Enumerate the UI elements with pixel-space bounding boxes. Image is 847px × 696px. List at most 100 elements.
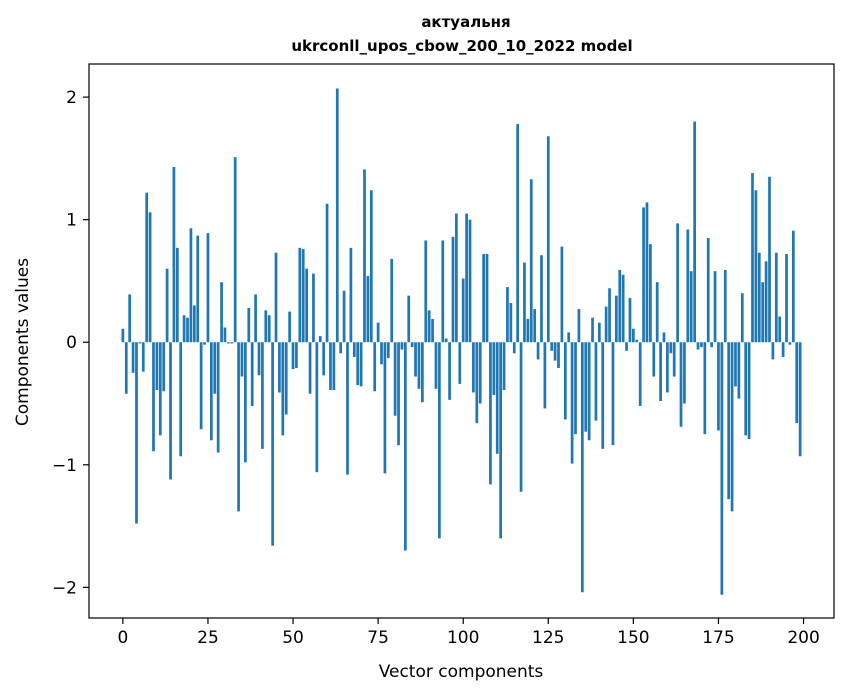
bar-111 (499, 342, 502, 539)
bar-108 (489, 342, 492, 485)
bar-162 (672, 342, 676, 377)
bar-126 (550, 342, 554, 351)
bar-0 (121, 328, 125, 343)
bar-52 (298, 247, 302, 343)
bar-191 (771, 342, 775, 360)
bar-61 (329, 342, 332, 391)
bar-185 (751, 173, 754, 343)
bar-114 (509, 303, 513, 343)
bar-133 (574, 342, 577, 435)
bar-187 (757, 252, 761, 343)
bar-67 (349, 247, 353, 343)
bar-45 (274, 252, 278, 343)
bar-80 (393, 342, 397, 416)
bar-34 (237, 342, 240, 512)
bar-38 (250, 342, 254, 406)
bar-199 (798, 342, 802, 457)
bar-176 (720, 342, 724, 595)
bar-173 (710, 342, 714, 348)
bar-59 (322, 342, 326, 376)
bar-28 (216, 342, 220, 453)
bar-97 (451, 236, 455, 343)
bar-134 (577, 309, 581, 343)
bar-36 (244, 342, 247, 463)
bar-130 (563, 342, 567, 420)
bar-132 (570, 342, 574, 464)
bar-46 (278, 342, 281, 393)
y-tick-label: −2 (52, 578, 77, 598)
bar-147 (621, 274, 625, 343)
bar-154 (645, 202, 649, 343)
bar-184 (747, 342, 751, 440)
bar-64 (339, 342, 343, 354)
x-tick-label: 25 (197, 628, 219, 648)
bar-193 (778, 316, 782, 343)
bar-96 (448, 342, 451, 400)
bar-22 (196, 235, 200, 343)
bar-163 (676, 223, 679, 343)
bar-135 (580, 342, 584, 593)
plot-frame (88, 63, 835, 619)
bar-81 (397, 342, 400, 446)
bar-145 (614, 295, 618, 343)
bar-7 (145, 192, 149, 343)
bar-100 (461, 278, 465, 343)
bar-139 (594, 342, 598, 421)
bar-55 (308, 342, 312, 394)
bar-50 (291, 342, 295, 370)
bar-2 (128, 294, 132, 343)
bar-140 (597, 322, 601, 343)
bar-18 (182, 315, 186, 343)
bar-166 (686, 229, 690, 343)
bar-137 (587, 342, 591, 441)
bar-56 (312, 273, 315, 343)
bar-164 (679, 342, 683, 427)
bar-109 (492, 342, 496, 395)
bar-41 (261, 342, 264, 449)
bar-121 (533, 309, 537, 343)
bar-152 (638, 342, 642, 406)
y-axis-ticks: −2 −1 0 1 2 (52, 88, 89, 598)
bar-40 (257, 342, 261, 376)
bar-183 (744, 342, 748, 436)
chart-title-line2: ukrconll_upos_cbow_200_10_2022 model (291, 37, 632, 55)
bar-69 (356, 342, 360, 386)
bar-165 (683, 342, 686, 404)
bar-129 (560, 246, 564, 343)
bar-27 (213, 342, 217, 394)
bar-120 (529, 179, 533, 343)
x-axis-ticks: 0 25 50 75 100 125 150 175 200 (117, 618, 820, 648)
bar-33 (233, 157, 237, 343)
bar-119 (526, 318, 530, 343)
bar-13 (165, 268, 169, 343)
y-tick-label: 2 (66, 88, 77, 108)
bar-102 (468, 219, 472, 343)
x-tick-label: 125 (532, 628, 564, 648)
bar-79 (390, 258, 394, 343)
bar-58 (318, 336, 322, 343)
bar-89 (424, 240, 428, 343)
bar-37 (247, 307, 251, 343)
bar-66 (346, 342, 349, 475)
bar-95 (444, 338, 448, 343)
bar-1 (124, 342, 128, 394)
bar-136 (584, 342, 588, 432)
bar-31 (227, 342, 230, 344)
x-axis-label: Vector components (379, 662, 544, 682)
bar-49 (288, 311, 291, 343)
bar-71 (363, 169, 366, 343)
bar-150 (632, 328, 635, 343)
bar-190 (768, 176, 771, 343)
bar-39 (254, 294, 257, 343)
y-tick-label: 0 (66, 333, 77, 353)
bar-146 (618, 269, 622, 343)
bar-57 (315, 342, 319, 473)
x-tick-label: 75 (367, 628, 389, 648)
bar-76 (380, 342, 383, 365)
chart-title-line1: актуальня (421, 13, 510, 31)
bar-144 (611, 342, 615, 446)
bar-63 (335, 88, 339, 343)
x-tick-label: 0 (117, 628, 128, 648)
bar-116 (516, 124, 520, 343)
bar-123 (540, 255, 543, 343)
